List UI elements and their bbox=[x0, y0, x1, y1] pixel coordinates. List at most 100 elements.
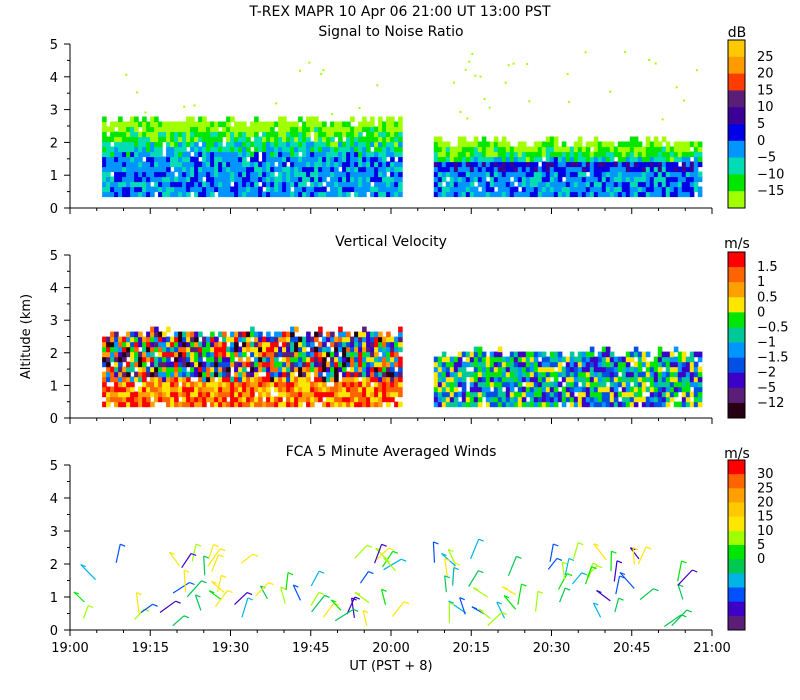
x-tick-label: 19:15 bbox=[132, 641, 169, 656]
wind-barb bbox=[334, 608, 354, 622]
colorbar-label: −1.5 bbox=[757, 351, 789, 366]
wind-barb bbox=[487, 611, 503, 626]
x-tick-label: 20:00 bbox=[372, 641, 409, 656]
wind-barb bbox=[613, 560, 618, 582]
colorbar-label: 1 bbox=[757, 275, 765, 290]
x-tick-label: 21:00 bbox=[693, 641, 730, 656]
wind-barb bbox=[374, 544, 383, 564]
wind-barb bbox=[380, 589, 387, 605]
wind-barb bbox=[172, 581, 190, 594]
wind-barb bbox=[376, 547, 390, 560]
wind-barb bbox=[186, 580, 202, 598]
y-tick-label: 4 bbox=[50, 282, 58, 297]
wind-barb bbox=[255, 582, 269, 597]
colorbar-swatch bbox=[728, 90, 745, 108]
wind-barb bbox=[211, 554, 220, 572]
wind-barb bbox=[535, 591, 539, 612]
wind-barb bbox=[632, 547, 635, 565]
colorbar-swatch bbox=[728, 282, 745, 298]
wind-barb bbox=[330, 599, 342, 611]
wind-barb bbox=[571, 572, 583, 585]
panel-3: FCA 5 Minute Averaged Winds m/s0123453025… bbox=[50, 444, 774, 639]
wind-barb bbox=[596, 590, 611, 602]
wind-barb bbox=[214, 590, 228, 608]
wind-barb bbox=[292, 584, 302, 601]
wind-barb bbox=[115, 544, 121, 563]
y-tick-label: 5 bbox=[50, 459, 58, 474]
colorbar-label: 0 bbox=[757, 552, 765, 567]
colorbar-swatch bbox=[728, 488, 745, 503]
colorbar-swatch bbox=[728, 267, 745, 283]
colorbar-label: 15 bbox=[757, 83, 774, 98]
data-segment-1 bbox=[102, 326, 403, 408]
wind-barb bbox=[677, 569, 693, 586]
wind-barb bbox=[80, 564, 97, 581]
colorbar-swatch bbox=[728, 140, 745, 159]
colorbar-swatch bbox=[728, 372, 745, 389]
colorbar-unit: m/s bbox=[724, 446, 750, 462]
wind-barb bbox=[211, 580, 225, 593]
colorbar-swatch bbox=[728, 327, 745, 344]
y-tick-label: 3 bbox=[50, 104, 58, 119]
wind-barb bbox=[593, 543, 607, 561]
wind-barb bbox=[217, 575, 222, 592]
wind-barb bbox=[561, 562, 566, 580]
wind-barb bbox=[285, 572, 289, 591]
colorbar-frame bbox=[727, 251, 746, 419]
colorbar-label: −1 bbox=[757, 336, 776, 351]
wind-barb bbox=[383, 557, 397, 572]
colorbar-swatch bbox=[728, 342, 745, 359]
colorbar-swatch bbox=[728, 191, 745, 209]
colorbar-swatch bbox=[728, 252, 745, 268]
colorbar-swatch bbox=[728, 357, 745, 374]
y-tick-label: 2 bbox=[50, 136, 58, 151]
colorbar-swatch bbox=[728, 615, 745, 631]
wind-barb bbox=[671, 609, 688, 627]
wind-barb bbox=[359, 571, 369, 584]
x-tick-label: 19:00 bbox=[51, 641, 88, 656]
wind-barb bbox=[677, 584, 684, 600]
y-tick-label: 3 bbox=[50, 525, 58, 540]
colorbar-swatch bbox=[728, 312, 745, 328]
colorbar-label: −2 bbox=[757, 366, 776, 381]
wind-barb bbox=[503, 595, 517, 610]
wind-barb bbox=[663, 614, 682, 627]
colorbar-label: 25 bbox=[757, 481, 774, 496]
wind-barb bbox=[447, 549, 456, 565]
wind-barb bbox=[459, 597, 466, 615]
colorbar-label: 1.5 bbox=[757, 260, 778, 275]
colorbar-label: 0.5 bbox=[757, 290, 778, 305]
panel-title: Vertical Velocity bbox=[335, 234, 447, 250]
wind-barb bbox=[549, 543, 554, 562]
colorbar-frame bbox=[727, 459, 746, 631]
colorbar-swatch bbox=[728, 559, 745, 574]
wind-barb bbox=[507, 556, 517, 577]
wind-barb bbox=[383, 558, 402, 571]
colorbar-unit: m/s bbox=[724, 236, 750, 252]
wind-barb bbox=[517, 583, 523, 605]
wind-barb bbox=[470, 538, 480, 560]
colorbar-unit: dB bbox=[728, 25, 747, 41]
colorbar-label: 5 bbox=[757, 538, 765, 553]
x-axis-label: UT (PST + 8) bbox=[349, 659, 432, 674]
wind-barb bbox=[452, 567, 455, 586]
colorbar-label: 30 bbox=[757, 467, 774, 482]
figure-title: T-REX MAPR 10 Apr 06 21:00 UT 13:00 PST bbox=[249, 4, 551, 20]
colorbar-swatch bbox=[728, 402, 745, 419]
wind-barb bbox=[572, 542, 579, 560]
data-segment-2 bbox=[433, 136, 703, 198]
y-tick-label: 4 bbox=[50, 71, 58, 86]
wind-barb bbox=[203, 556, 206, 576]
y-tick-label: 1 bbox=[50, 379, 58, 394]
wind-barb bbox=[615, 575, 621, 595]
colorbar-label: 15 bbox=[757, 510, 774, 525]
colorbar-label: 10 bbox=[757, 100, 774, 115]
wind-barb bbox=[478, 608, 491, 620]
wind-barb bbox=[82, 605, 89, 619]
colorbar-swatch bbox=[728, 545, 745, 560]
y-tick-label: 4 bbox=[50, 492, 58, 507]
